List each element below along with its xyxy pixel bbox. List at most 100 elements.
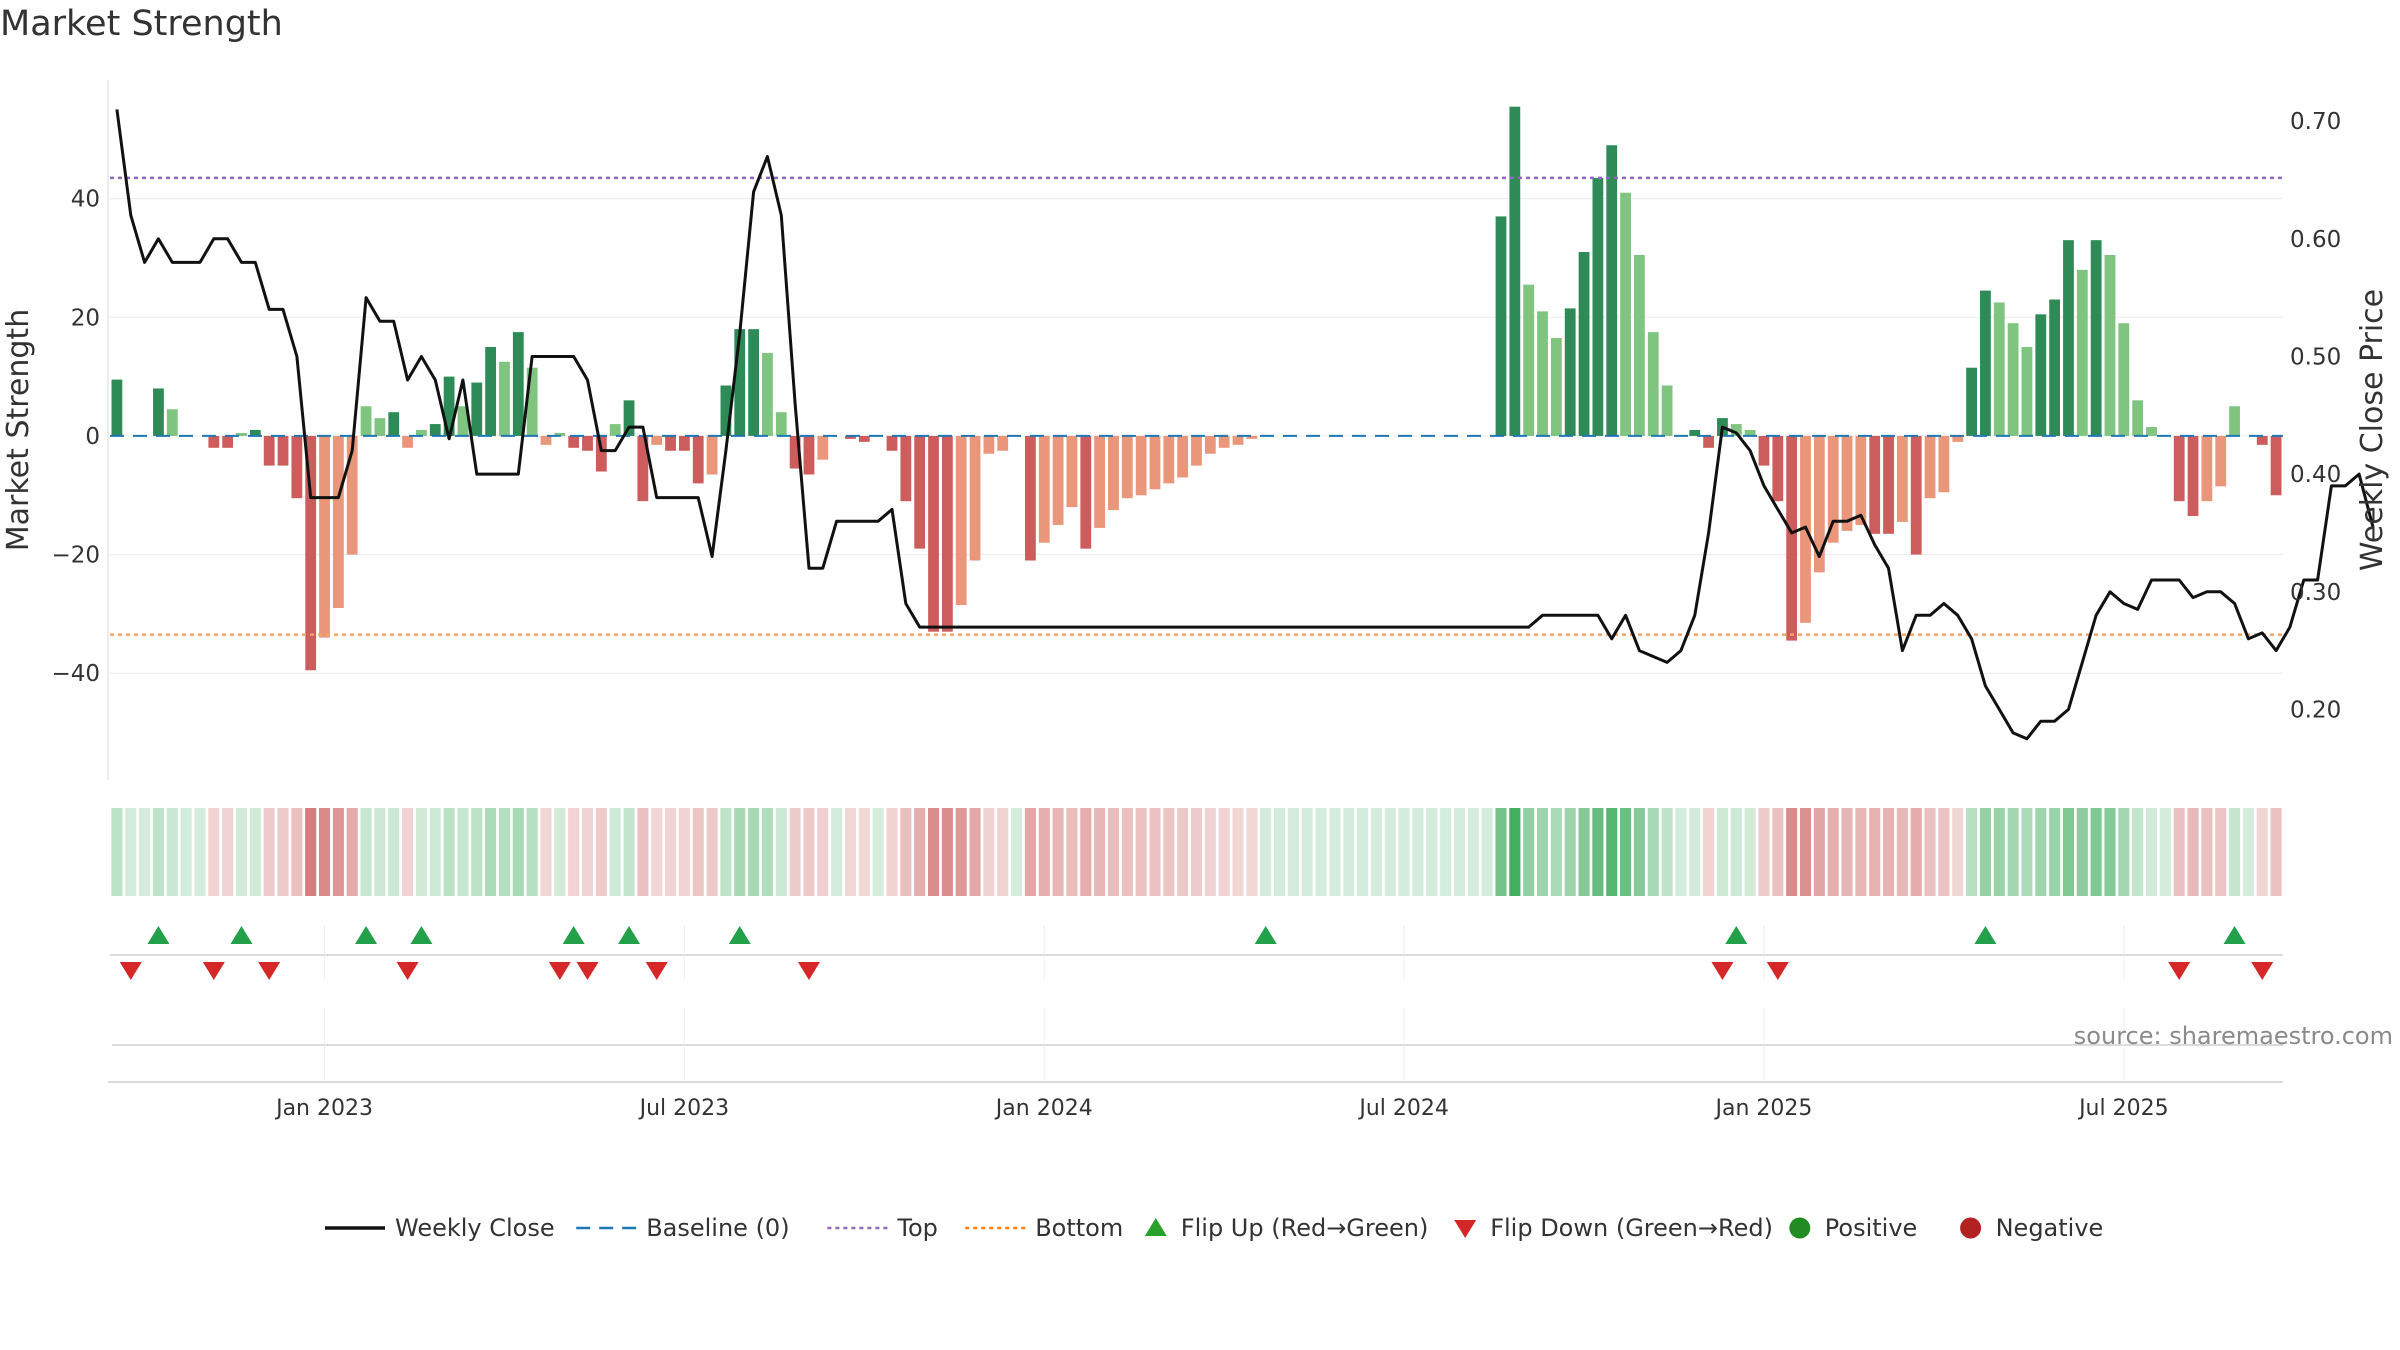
- strip-cell: [997, 808, 1009, 896]
- strip-cell: [1758, 808, 1770, 896]
- strip-cell: [1218, 808, 1230, 896]
- strip-cell: [1869, 808, 1881, 896]
- strip-cell: [291, 808, 303, 896]
- strength-bar: [1066, 435, 1078, 508]
- strength-bar: [332, 435, 344, 608]
- strip-cell: [1384, 808, 1396, 896]
- strip-cell: [1301, 808, 1313, 896]
- strip-cell: [1979, 808, 1991, 896]
- flip-down-marker: [202, 962, 225, 980]
- strip-cell: [526, 808, 538, 896]
- strength-bar: [1924, 435, 1936, 499]
- strength-bar: [153, 388, 164, 436]
- strip-cell: [1633, 808, 1645, 896]
- strip-cell: [595, 808, 607, 896]
- strength-bar: [2007, 323, 2019, 436]
- legend-label: Baseline (0): [646, 1214, 789, 1242]
- strength-bar: [1827, 435, 1839, 543]
- legend-item-baseline: Baseline (0): [576, 1214, 790, 1242]
- strip-cell: [1703, 808, 1715, 896]
- strength-bar: [2076, 269, 2088, 436]
- strength-bar: [249, 430, 261, 436]
- strip-cell: [1357, 808, 1369, 896]
- strip-cell: [1190, 808, 1203, 896]
- strength-bar: [222, 435, 234, 448]
- strength-bar: [1108, 435, 1119, 511]
- strip-cell: [1786, 808, 1798, 896]
- strength-bar: [1537, 311, 1548, 436]
- strength-bar: [111, 379, 123, 436]
- strip-cell: [1661, 808, 1673, 896]
- strength-bar: [402, 435, 413, 448]
- strength-bar: [2090, 240, 2102, 436]
- strength-bar: [595, 435, 607, 472]
- right-tick-label: 0.20: [2290, 697, 2341, 723]
- date-ticks: Jan 2023 Jul 2023 Jan 2024 Jul 2024 Jan 2025…: [274, 925, 2169, 1121]
- strip-cell: [512, 808, 524, 896]
- strength-bar: [692, 435, 704, 484]
- strip-cell: [1315, 808, 1327, 896]
- strength-bar: [2187, 435, 2199, 517]
- flip-down-marker: [2168, 962, 2191, 980]
- strip-cell: [817, 808, 829, 896]
- strip-cell: [1536, 808, 1549, 896]
- strength-bar: [485, 346, 497, 436]
- strength-bar: [1121, 435, 1133, 499]
- strength-bar: [236, 432, 247, 436]
- legend-swatch: [1789, 1217, 1811, 1239]
- strip-cell: [1467, 808, 1479, 896]
- strip-cell: [1744, 808, 1756, 896]
- strength-bar: [1606, 145, 1618, 436]
- legend-item-positive: Positive: [1789, 1214, 1917, 1242]
- strip-cell: [554, 808, 566, 896]
- strip-cell: [886, 808, 898, 896]
- strip-cell: [1896, 808, 1908, 896]
- legend-label: Top: [896, 1214, 938, 1242]
- strip-cell: [2007, 808, 2019, 896]
- strip-cell: [2215, 808, 2227, 896]
- strip-cell: [775, 808, 787, 896]
- strip-cell: [955, 808, 967, 896]
- strength-bar: [1025, 435, 1036, 561]
- strip-cell: [1398, 808, 1410, 896]
- strength-bar: [734, 329, 746, 436]
- strength-bar: [1993, 302, 2005, 436]
- legend-swatch: [1454, 1220, 1477, 1238]
- strip-cell: [1799, 808, 1812, 896]
- strip-cell: [332, 808, 344, 896]
- strip-cell: [194, 808, 206, 896]
- strip-cell: [1675, 808, 1687, 896]
- strip-cell: [1066, 808, 1078, 896]
- strength-bar: [319, 435, 330, 638]
- strength-bar: [263, 435, 275, 466]
- strength-bar: [291, 435, 303, 499]
- flip-down-marker: [1766, 962, 1789, 980]
- date-tick-label: Jul 2025: [2077, 1096, 2169, 1121]
- strength-bar: [1135, 435, 1147, 496]
- left-tick-label: 0: [85, 424, 100, 450]
- strength-bar: [388, 412, 400, 436]
- strength-bar: [2118, 323, 2130, 436]
- strip-cell: [2062, 808, 2075, 896]
- strength-bar: [1896, 435, 1908, 522]
- strength-bars: [111, 106, 2282, 671]
- strip-cell: [263, 808, 275, 896]
- strip-cell: [2256, 808, 2268, 896]
- flip-up-marker: [1254, 926, 1277, 944]
- strip-cell: [2104, 808, 2116, 896]
- strip-cell: [1246, 808, 1258, 896]
- strength-bar: [374, 418, 386, 436]
- strip-cell: [2173, 808, 2185, 896]
- strength-bar: [762, 352, 773, 436]
- flip-up-marker: [2223, 926, 2246, 944]
- flip-up-marker: [728, 926, 751, 944]
- strength-bar: [1952, 435, 1964, 442]
- strip-cell: [111, 808, 123, 896]
- strip-cell: [858, 808, 870, 896]
- strength-heat-strip: [111, 808, 2282, 896]
- strip-cell: [1716, 808, 1728, 896]
- flip-down-marker: [258, 962, 281, 980]
- strength-bar: [540, 435, 552, 445]
- strip-cell: [2035, 808, 2047, 896]
